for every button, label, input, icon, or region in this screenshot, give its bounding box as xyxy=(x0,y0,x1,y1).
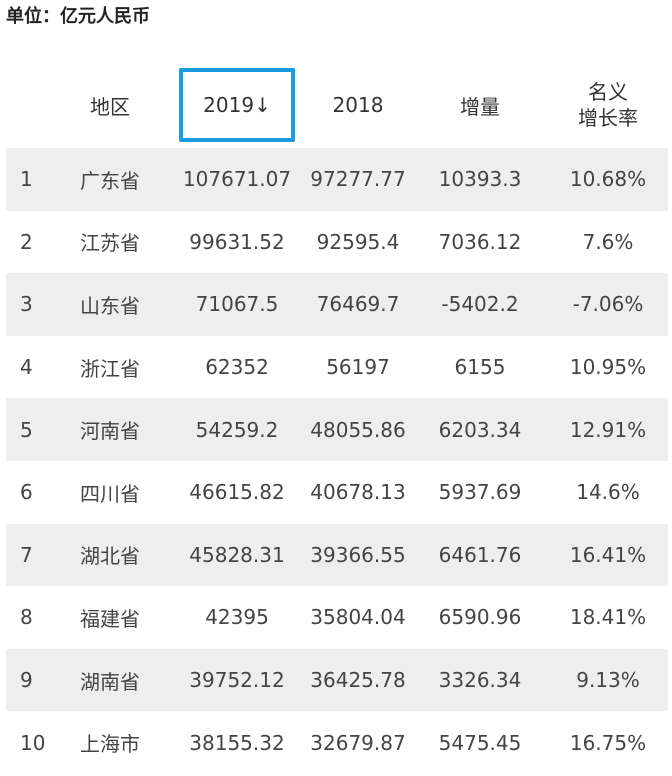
cell-growth-rate: 10.95% xyxy=(569,355,647,380)
cell-increase: 6155 xyxy=(454,355,506,380)
header-2019-label: 2019↓ xyxy=(203,93,271,117)
cell-2019: 38155.32 xyxy=(189,730,285,755)
header-increase[interactable]: 增量 xyxy=(460,94,500,119)
unit-label: 单位：亿元人民币 xyxy=(6,6,150,27)
table-body: 1 广东省 107671.07 97277.77 10393.3 10.68% 2 江苏省 99… xyxy=(6,148,668,774)
cell-2018: 97277.77 xyxy=(310,167,406,192)
cell-increase: 10393.3 xyxy=(438,167,522,192)
cell-increase: 6590.96 xyxy=(438,605,522,630)
cell-2019: 45828.31 xyxy=(189,542,285,567)
cell-2019: 99631.52 xyxy=(189,229,285,254)
cell-region: 四川省 xyxy=(80,481,140,506)
cell-growth-rate: 7.6% xyxy=(582,229,634,254)
cell-growth-rate: -7.06% xyxy=(572,292,644,317)
cell-growth-rate: 14.6% xyxy=(576,480,640,505)
cell-2018: 92595.4 xyxy=(316,229,400,254)
table-row: 4 浙江省 62352 56197 6155 10.95% xyxy=(6,335,668,399)
cell-growth-rate: 12.91% xyxy=(569,417,647,442)
table-row: 9 湖南省 39752.12 36425.78 3326.34 9.13% xyxy=(6,648,668,712)
cell-increase: 3326.34 xyxy=(438,668,522,693)
cell-region: 湖北省 xyxy=(80,544,140,569)
header-region[interactable]: 地区 xyxy=(90,94,130,119)
cell-increase: 6461.76 xyxy=(438,542,522,567)
cell-region: 山东省 xyxy=(80,293,140,318)
cell-2019: 54259.2 xyxy=(195,417,279,442)
cell-rank: 5 xyxy=(20,417,33,442)
cell-2019: 62352 xyxy=(205,355,269,380)
table-header-row: 地区 2019↓ 2018 增量 名义 增长率 xyxy=(6,62,668,148)
cell-2018: 48055.86 xyxy=(310,417,406,442)
cell-region: 浙江省 xyxy=(80,356,140,381)
cell-2018: 76469.7 xyxy=(316,292,400,317)
table-row: 3 山东省 71067.5 76469.7 -5402.2 -7.06% xyxy=(6,273,668,336)
cell-rank: 9 xyxy=(20,668,33,693)
header-2019-sort-cell[interactable]: 2019↓ xyxy=(170,68,304,142)
cell-rank: 7 xyxy=(20,542,33,567)
table-row: 8 福建省 42395 35804.04 6590.96 18.41% xyxy=(6,586,668,649)
cell-region: 河南省 xyxy=(80,419,140,444)
cell-growth-rate: 16.75% xyxy=(569,730,647,755)
cell-increase: -5402.2 xyxy=(441,292,519,317)
cell-rank: 6 xyxy=(20,480,33,505)
cell-2018: 39366.55 xyxy=(310,542,406,567)
header-2019-sort-button[interactable]: 2019↓ xyxy=(179,68,295,142)
cell-growth-rate: 16.41% xyxy=(569,542,647,567)
cell-2019: 71067.5 xyxy=(195,292,279,317)
table-row: 2 江苏省 99631.52 92595.4 7036.12 7.6% xyxy=(6,210,668,274)
table-row: 6 四川省 46615.82 40678.13 5937.69 14.6% xyxy=(6,460,668,524)
cell-rank: 1 xyxy=(20,167,33,192)
cell-rank: 2 xyxy=(20,229,33,254)
cell-increase: 5475.45 xyxy=(438,730,522,755)
cell-2019: 42395 xyxy=(205,605,269,630)
table-row: 5 河南省 54259.2 48055.86 6203.34 12.91% xyxy=(6,398,668,461)
table-row: 10 上海市 38155.32 32679.87 5475.45 16.75% xyxy=(6,711,668,774)
cell-rank: 8 xyxy=(20,605,33,630)
cell-growth-rate: 10.68% xyxy=(569,167,647,192)
cell-region: 江苏省 xyxy=(80,231,140,256)
cell-rank: 4 xyxy=(20,355,33,380)
header-growth-rate-line2: 增长率 xyxy=(578,106,638,130)
cell-rank: 10 xyxy=(20,730,46,755)
cell-2019: 107671.07 xyxy=(182,167,292,192)
header-2018[interactable]: 2018 xyxy=(332,93,384,117)
cell-2019: 46615.82 xyxy=(189,480,285,505)
gdp-ranking-table: 地区 2019↓ 2018 增量 名义 增长率 1 广东省 107671.07 972… xyxy=(6,62,668,774)
cell-2018: 56197 xyxy=(326,355,390,380)
cell-region: 福建省 xyxy=(80,606,140,631)
cell-increase: 7036.12 xyxy=(438,229,522,254)
table-row: 1 广东省 107671.07 97277.77 10393.3 10.68% xyxy=(6,148,668,211)
cell-2018: 40678.13 xyxy=(310,480,406,505)
cell-increase: 6203.34 xyxy=(438,417,522,442)
cell-region: 湖南省 xyxy=(80,669,140,694)
cell-region: 广东省 xyxy=(80,168,140,193)
cell-growth-rate: 18.41% xyxy=(569,605,647,630)
cell-2019: 39752.12 xyxy=(189,668,285,693)
cell-region: 上海市 xyxy=(80,732,140,757)
cell-increase: 5937.69 xyxy=(438,480,522,505)
cell-2018: 32679.87 xyxy=(310,730,406,755)
header-growth-rate[interactable]: 名义 增长率 xyxy=(548,79,668,131)
cell-2018: 36425.78 xyxy=(310,668,406,693)
cell-2018: 35804.04 xyxy=(310,605,406,630)
header-growth-rate-line1: 名义 xyxy=(588,80,628,104)
table-row: 7 湖北省 45828.31 39366.55 6461.76 16.41% xyxy=(6,523,668,587)
cell-growth-rate: 9.13% xyxy=(576,668,640,693)
cell-rank: 3 xyxy=(20,292,33,317)
